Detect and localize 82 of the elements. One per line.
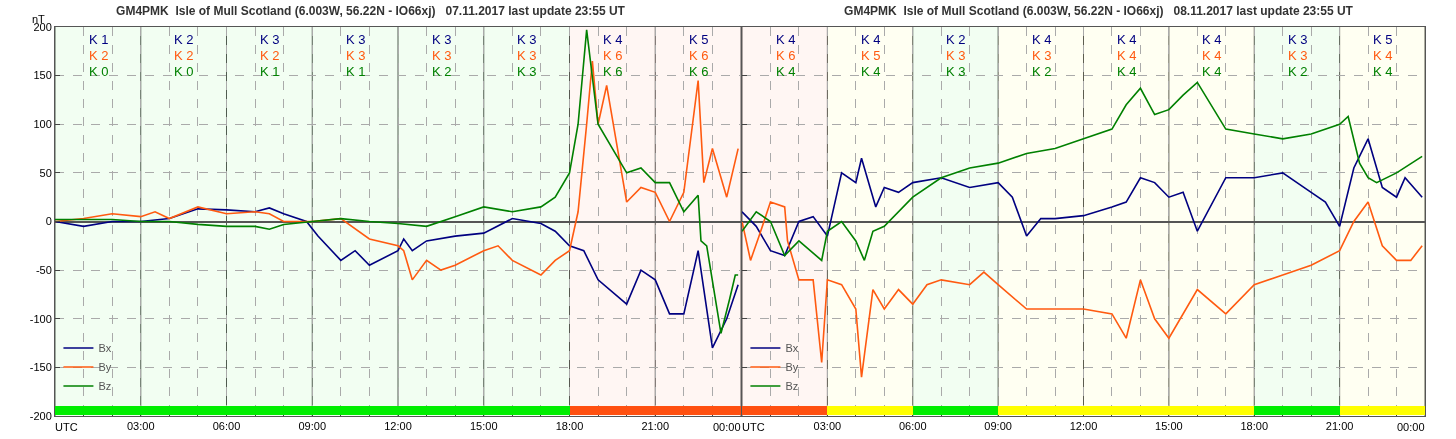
x-tick-label: 21:00 [1325, 420, 1354, 433]
annotation: K 4 [1032, 32, 1052, 47]
annotation: K 3 [946, 48, 966, 63]
annotation: K 4 [1117, 64, 1137, 79]
annotation: K 4 [776, 32, 796, 47]
y-tick-label: -50 [35, 263, 52, 276]
annotation: K 3 [517, 64, 537, 79]
x-tick-label: 09:00 [298, 420, 327, 433]
annotation: K 2 [432, 64, 452, 79]
chart-title: GM4PMK Isle of Mull Scotland (6.003W, 56.22N - IO66xj) 07.11.2017 last update 23:55 UT [116, 3, 626, 18]
annotation: K 2 [1032, 64, 1052, 79]
x-tick-label: 15:00 [1155, 420, 1183, 433]
annotation: K 4 [1202, 64, 1222, 79]
annotation: K 6 [603, 64, 623, 79]
x-tick-label: UTC [55, 421, 78, 433]
annotation: K 3 [432, 48, 452, 63]
y-tick-label: -100 [29, 312, 52, 325]
x-tick-label: 06:00 [212, 420, 241, 433]
annotation: K 4 [1117, 32, 1137, 47]
annotation: K 3 [1288, 32, 1308, 47]
annotation: K 6 [689, 48, 709, 63]
y-tick-label: -200 [29, 409, 52, 422]
annotation: K 1 [260, 64, 280, 79]
legend-label: Bz [98, 380, 112, 393]
annotation: K 4 [776, 64, 796, 79]
annotation: K 4 [1202, 32, 1222, 47]
legend-label: By [98, 361, 112, 374]
x-tick-label: 03:00 [126, 420, 155, 433]
legend-label: By [785, 361, 799, 374]
x-tick-label: 06:00 [898, 420, 927, 433]
x-tick-label: 15:00 [469, 420, 498, 433]
annotation: K 4 [861, 64, 881, 79]
annotation: K 3 [260, 32, 280, 47]
annotation: K 4 [1373, 64, 1393, 79]
annotation: K 4 [603, 32, 623, 47]
annotation: K 2 [89, 48, 109, 63]
annotation: K 4 [1202, 48, 1222, 63]
annotation: K 3 [946, 64, 966, 79]
y-tick-label: 0 [45, 215, 52, 228]
legend-label: Bx [785, 342, 799, 355]
annotation: K 2 [174, 48, 194, 63]
annotation: K 6 [603, 48, 623, 63]
x-tick-label: 03:00 [813, 420, 842, 433]
x-tick-label: 18:00 [1240, 420, 1269, 433]
annotation: K 3 [1288, 48, 1308, 63]
annotation: K 6 [776, 48, 796, 63]
annotation: K 3 [1032, 48, 1052, 63]
annotation: K 3 [346, 32, 366, 47]
x-tick-label: 12:00 [1069, 420, 1098, 433]
annotation: K 0 [174, 64, 194, 79]
annotation: K 1 [89, 32, 109, 47]
x-tick-label: 12:00 [384, 420, 412, 433]
legend-label: Bx [98, 342, 112, 355]
annotation: K 3 [346, 48, 366, 63]
annotation: K 5 [689, 32, 709, 47]
y-tick-label: 150 [33, 69, 52, 82]
x-tick-label: UTC [742, 421, 765, 433]
annotation: K 4 [1373, 48, 1393, 63]
annotation: K 4 [861, 32, 881, 47]
annotation: K 0 [89, 64, 109, 79]
annotation: K 5 [861, 48, 881, 63]
y-tick-label: -150 [29, 361, 52, 374]
x-tick-label: 00:00 [713, 421, 741, 433]
annotation: K 4 [1117, 48, 1137, 63]
x-tick-label: 00:00 [1397, 421, 1425, 433]
x-tick-label: 09:00 [984, 420, 1012, 433]
y-tick-label: 100 [33, 118, 52, 131]
y-tick-label: 50 [39, 166, 52, 179]
annotation: K 2 [946, 32, 966, 47]
annotation: K 1 [346, 64, 366, 79]
legend-label: Bz [785, 380, 799, 393]
annotation: K 3 [517, 32, 537, 47]
chart-title: GM4PMK Isle of Mull Scotland (6.003W, 56.22N - IO66xj) 08.11.2017 last update 23:55 UT [844, 3, 1354, 18]
annotation: K 2 [1288, 64, 1308, 79]
annotation: K 5 [1373, 32, 1393, 47]
annotation: K 3 [432, 32, 452, 47]
annotation: K 2 [260, 48, 280, 63]
annotation: K 3 [517, 48, 537, 63]
annotation: K 2 [174, 32, 194, 47]
x-tick-label: 21:00 [641, 420, 670, 433]
x-tick-label: 18:00 [555, 420, 584, 433]
annotation: K 6 [689, 64, 709, 79]
